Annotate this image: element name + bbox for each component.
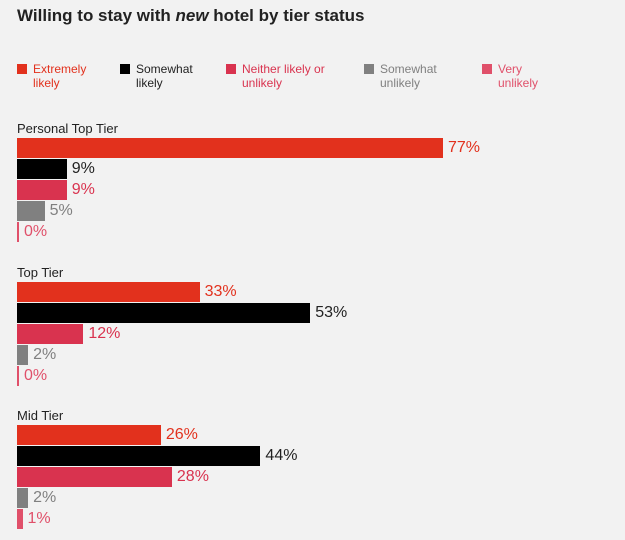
- legend-item-4: Somewhat unlikely: [364, 62, 437, 90]
- bar: [17, 425, 161, 445]
- group-label: Top Tier: [17, 265, 64, 280]
- data-label: 12%: [88, 325, 121, 342]
- bar: [17, 222, 19, 242]
- data-label: 26%: [165, 426, 198, 443]
- chart-title-suffix: hotel by tier status: [208, 6, 365, 25]
- bar: [17, 467, 172, 487]
- group-label: Mid Tier: [17, 408, 64, 423]
- data-label: 9%: [71, 160, 95, 177]
- legend-item-2: Somewhat likely: [120, 62, 193, 90]
- data-label: 5%: [49, 202, 73, 219]
- bar: [17, 138, 443, 158]
- bar: [17, 180, 67, 200]
- legend-swatch: [17, 64, 27, 74]
- bar: [17, 324, 84, 344]
- legend-swatch: [364, 64, 374, 74]
- chart-legend: Extremely likely Somewhat likely Neither l…: [0, 62, 625, 96]
- data-label: 44%: [265, 447, 298, 464]
- chart-title-emphasis: new: [175, 6, 209, 25]
- data-label: 28%: [176, 468, 209, 485]
- legend-swatch: [482, 64, 492, 74]
- bar: [17, 201, 45, 221]
- data-label: 2%: [33, 489, 57, 506]
- bar: [17, 366, 19, 386]
- legend-item-5: Very unlikely: [482, 62, 538, 90]
- bar: [17, 159, 67, 179]
- legend-item-3: Neither likely or unlikely: [226, 62, 325, 90]
- bar: [17, 509, 23, 529]
- chart-title-prefix: Willing to stay with: [17, 6, 176, 25]
- bar: [17, 282, 200, 302]
- legend-item-1: Extremely likely: [17, 62, 86, 90]
- data-label: 33%: [204, 283, 237, 300]
- legend-label: Extremely likely: [33, 62, 87, 90]
- bar: [17, 488, 29, 508]
- data-label: 53%: [315, 304, 348, 321]
- data-label: 0%: [24, 367, 48, 384]
- legend-label: Neither likely or unlikely: [242, 62, 325, 90]
- data-label: 1%: [27, 510, 51, 527]
- legend-swatch: [120, 64, 130, 74]
- data-label: 2%: [33, 346, 57, 363]
- legend-swatch: [226, 64, 236, 74]
- legend-label: Somewhat likely: [136, 62, 193, 90]
- data-label: 77%: [448, 139, 481, 156]
- data-label: 0%: [24, 223, 48, 240]
- bar: [17, 345, 29, 365]
- chart-title: Willing to stay with new hotel by tier s…: [17, 6, 364, 26]
- group-label: Personal Top Tier: [17, 121, 118, 136]
- legend-label: Very unlikely: [498, 62, 539, 90]
- data-label: 9%: [71, 181, 95, 198]
- bar: [17, 446, 261, 466]
- bar: [17, 303, 311, 323]
- legend-label: Somewhat unlikely: [380, 62, 437, 90]
